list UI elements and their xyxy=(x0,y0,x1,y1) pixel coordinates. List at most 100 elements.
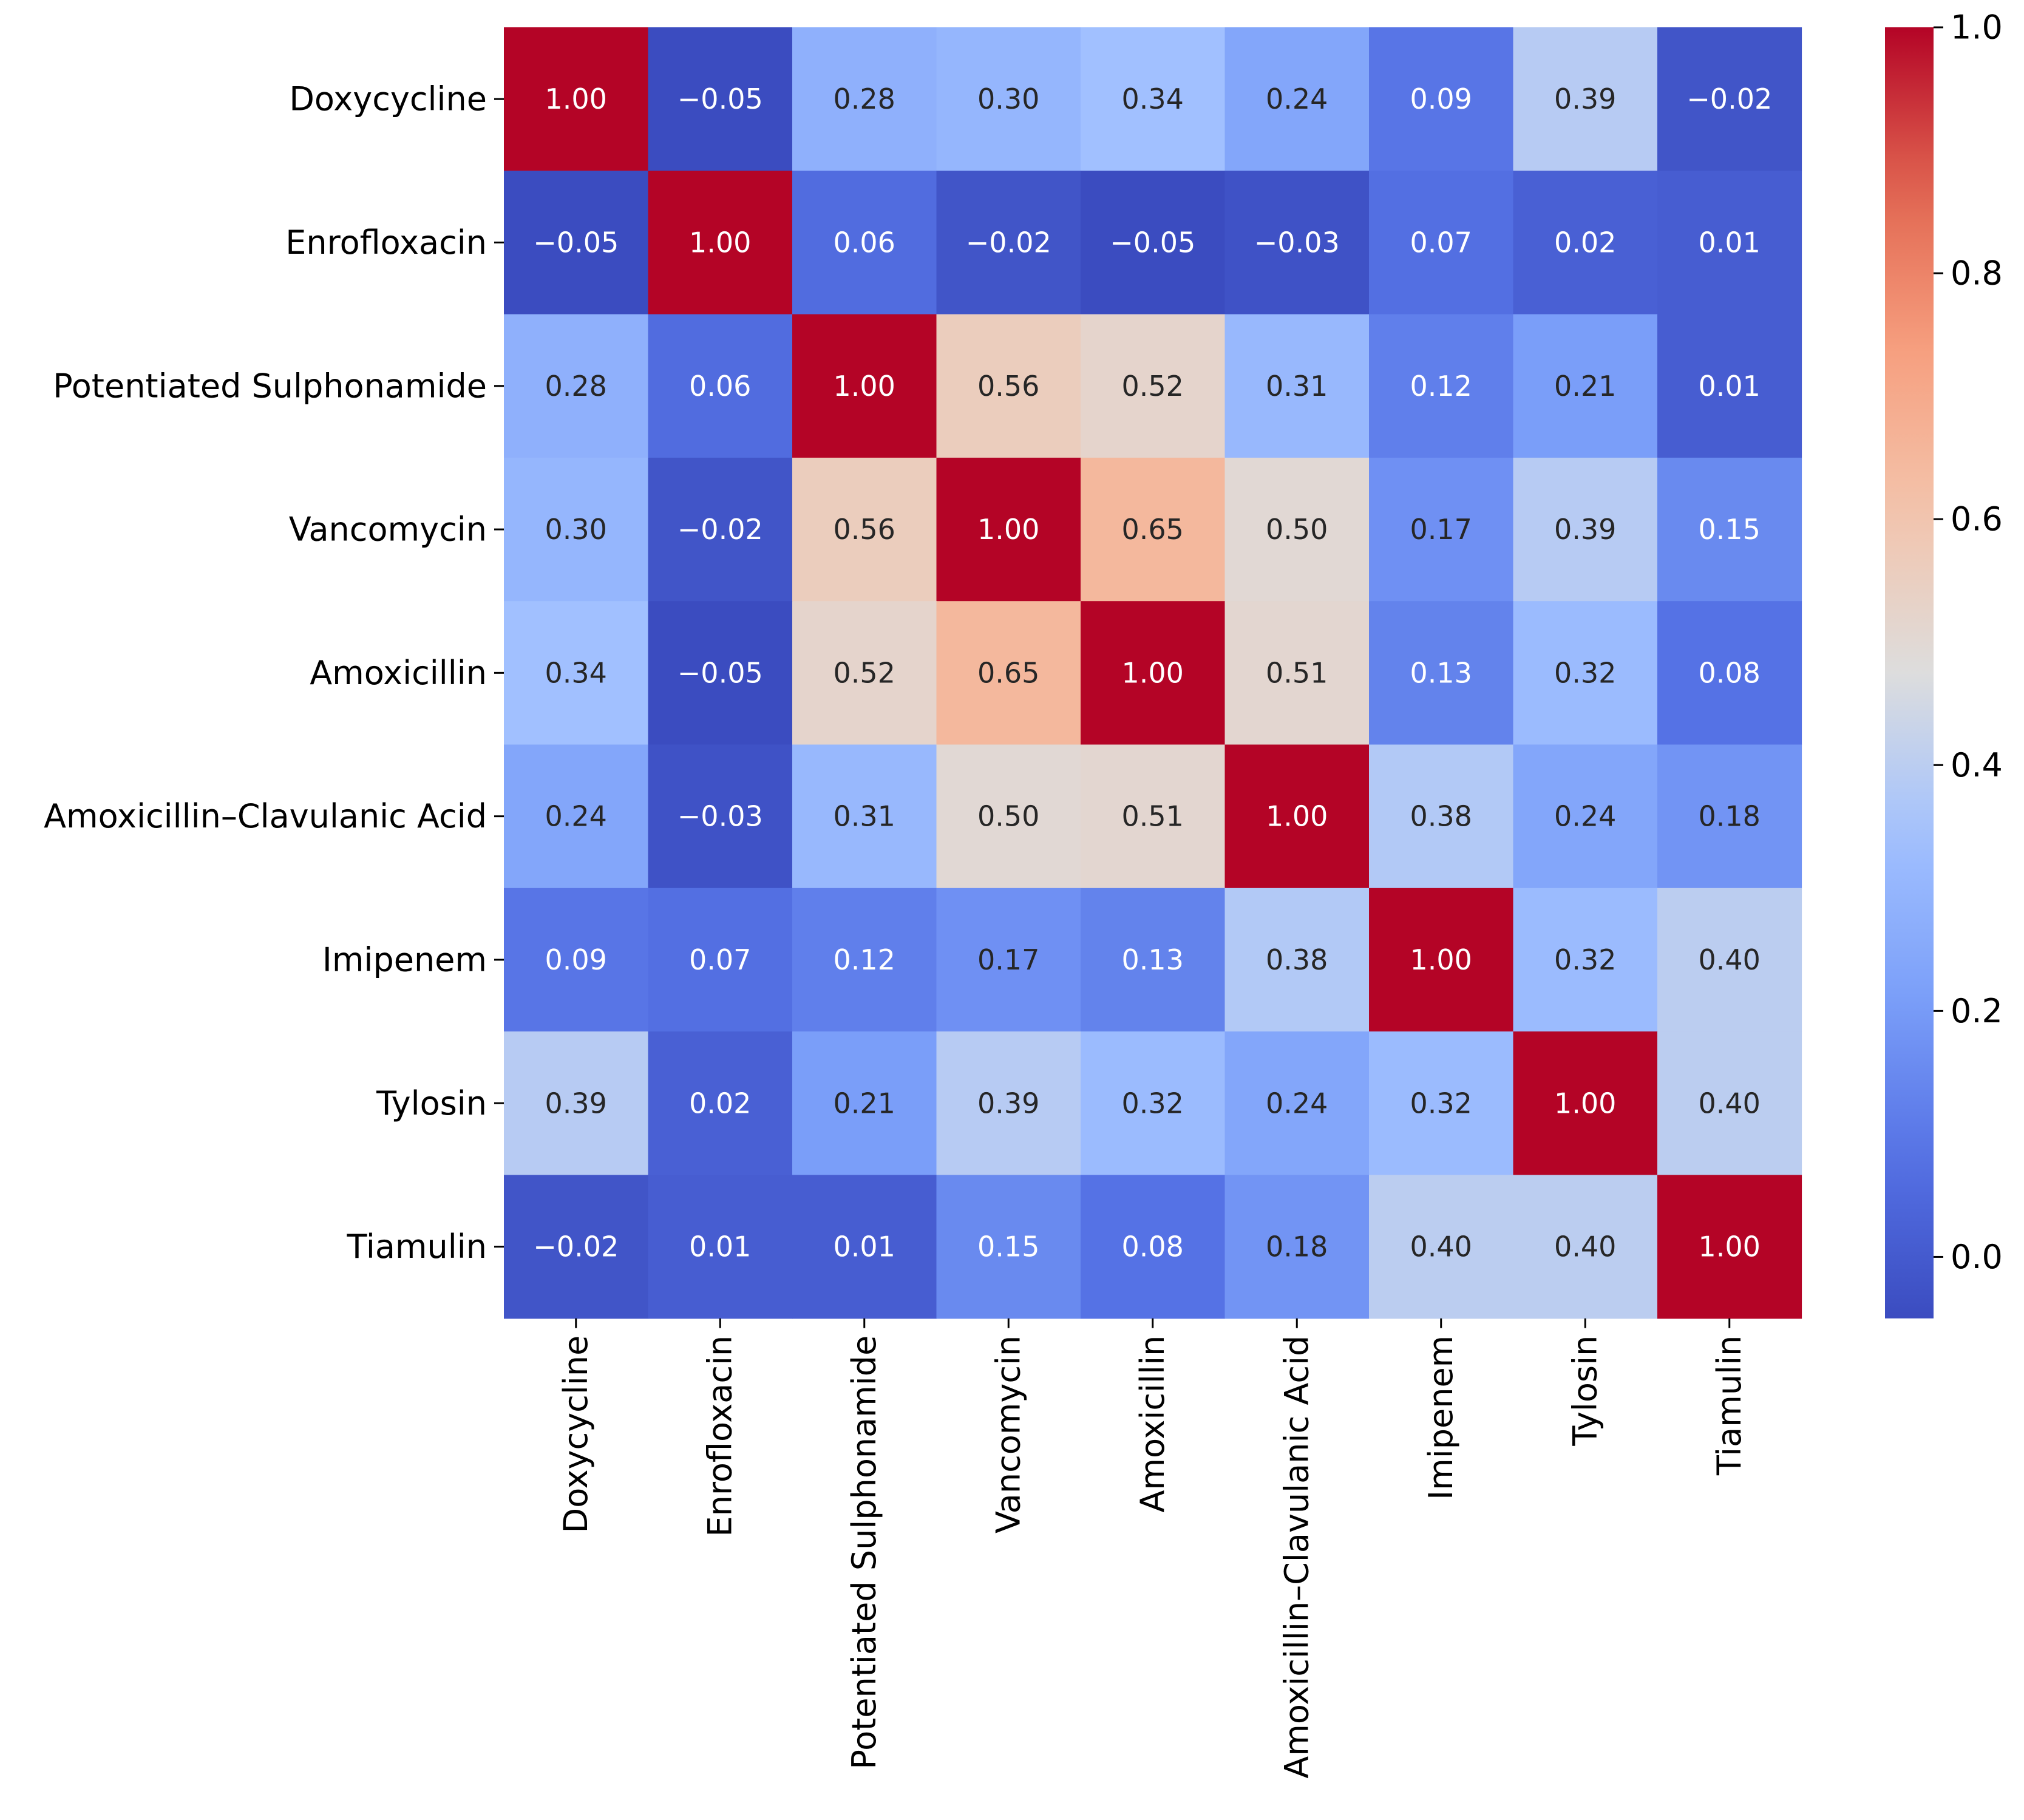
cell-value-label: 0.01 xyxy=(1699,226,1761,259)
cell-value-label: 0.06 xyxy=(689,370,751,402)
heatmap-cell xyxy=(792,1031,937,1175)
heatmap-cell xyxy=(1081,888,1226,1032)
cell-value-label: 0.52 xyxy=(1122,370,1184,402)
heatmap-cell xyxy=(936,1031,1081,1175)
colorbar-tick-label: 0.8 xyxy=(1951,254,2003,293)
heatmap-cell xyxy=(504,1031,649,1175)
cell-value-label: 0.38 xyxy=(1410,800,1472,833)
cell-value-label: 0.01 xyxy=(689,1231,751,1263)
cell-value-label: 0.07 xyxy=(1410,226,1472,259)
cell-value-label: 0.32 xyxy=(1554,943,1616,976)
heatmap-cell xyxy=(1657,1031,1802,1175)
cell-value-label: 0.32 xyxy=(1410,1087,1472,1119)
cell-value-label: 1.00 xyxy=(1554,1087,1616,1119)
cell-value-label: −0.05 xyxy=(677,656,763,689)
heatmap-cell xyxy=(792,888,937,1032)
cell-value-label: 0.01 xyxy=(1699,370,1761,402)
cell-value-label: 0.17 xyxy=(1410,513,1472,546)
heatmap-cell xyxy=(648,314,793,458)
cell-value-label: −0.02 xyxy=(966,226,1051,259)
cell-value-label: 0.09 xyxy=(545,943,607,976)
colorbar-tick-label: 0.4 xyxy=(1951,746,2003,784)
x-tick-label: Vancomycin xyxy=(990,1336,1028,1533)
heatmap-cell xyxy=(1081,601,1226,745)
cell-value-label: 0.30 xyxy=(977,83,1039,115)
y-tick-label: Enrofloxacin xyxy=(285,223,487,262)
cell-value-label: 0.52 xyxy=(834,656,895,689)
cell-value-label: 0.34 xyxy=(545,656,607,689)
cell-value-label: −0.02 xyxy=(677,513,763,546)
y-tick-label: Amoxicillin–Clavulanic Acid xyxy=(44,797,487,835)
cell-value-label: 0.13 xyxy=(1122,943,1184,976)
cell-value-label: 0.30 xyxy=(545,513,607,546)
heatmap-cell xyxy=(1657,171,1802,315)
heatmap-cell xyxy=(936,171,1081,315)
heatmap-cell xyxy=(1369,1175,1514,1319)
cell-value-label: 0.51 xyxy=(1122,800,1184,833)
cell-value-label: 0.31 xyxy=(834,800,895,833)
heatmap-cell xyxy=(936,457,1081,602)
cell-value-label: −0.03 xyxy=(677,800,763,833)
cell-value-label: 0.28 xyxy=(545,370,607,402)
cell-value-label: 0.08 xyxy=(1699,656,1761,689)
cell-value-label: 0.18 xyxy=(1699,800,1761,833)
heatmap-cell xyxy=(1657,314,1802,458)
cell-value-label: 0.50 xyxy=(977,800,1039,833)
cell-value-label: 0.50 xyxy=(1266,513,1328,546)
x-tick-label: Doxycycline xyxy=(557,1336,595,1533)
heatmap-cell xyxy=(1369,171,1514,315)
heatmap-cell xyxy=(504,601,649,745)
heatmap-cell xyxy=(1224,1175,1370,1319)
heatmap-cell xyxy=(504,171,649,315)
heatmap-cell xyxy=(792,314,937,458)
heatmap-cell xyxy=(1513,314,1658,458)
colorbar: 0.0 0.2 0.4 0.6 0.8 1.0 xyxy=(1885,8,2003,1319)
x-tick-label: Tylosin xyxy=(1566,1336,1605,1447)
cell-value-label: 1.00 xyxy=(977,513,1039,546)
colorbar-tick-label: 1.0 xyxy=(1951,8,2003,47)
cell-value-label: −0.03 xyxy=(1254,226,1340,259)
cell-value-label: 1.00 xyxy=(545,83,607,115)
cell-value-label: 0.02 xyxy=(1554,226,1616,259)
x-axis-ticks: Doxycycline Enrofloxacin Potentiated Sulph… xyxy=(557,1318,1748,1779)
cell-value-label: 0.56 xyxy=(834,513,895,546)
y-tick-label: Doxycycline xyxy=(289,80,487,118)
cell-value-label: 0.07 xyxy=(689,943,751,976)
heatmap-cell xyxy=(1224,601,1370,745)
cell-value-label: 0.01 xyxy=(834,1231,895,1263)
heatmap-cell xyxy=(1513,457,1658,602)
heatmap-cell xyxy=(1657,1175,1802,1319)
y-tick-label: Vancomycin xyxy=(289,511,487,549)
cell-value-label: 0.12 xyxy=(1410,370,1472,402)
cell-value-label: 0.15 xyxy=(977,1231,1039,1263)
heatmap-cell xyxy=(1369,744,1514,889)
heatmap-cell xyxy=(1081,171,1226,315)
colorbar-tick-label: 0.0 xyxy=(1951,1238,2003,1276)
heatmap-cell xyxy=(792,601,937,745)
cell-value-label: 0.28 xyxy=(834,83,895,115)
heatmap-cell xyxy=(648,27,793,171)
heatmap-cell xyxy=(1513,888,1658,1032)
y-tick-label: Imipenem xyxy=(322,940,487,979)
cell-value-label: 1.00 xyxy=(1699,1231,1761,1263)
heatmap-cell xyxy=(1081,1175,1226,1319)
x-tick-label: Potentiated Sulphonamide xyxy=(845,1336,883,1770)
heatmap-cell xyxy=(1513,1175,1658,1319)
heatmap-cell xyxy=(936,888,1081,1032)
cell-value-label: 0.18 xyxy=(1266,1231,1328,1263)
cell-value-label: 0.56 xyxy=(977,370,1039,402)
y-tick-label: Tylosin xyxy=(376,1084,487,1122)
heatmap-cell xyxy=(1224,27,1370,171)
x-tick-label: Tiamulin xyxy=(1710,1336,1748,1476)
cell-value-label: 0.39 xyxy=(1554,513,1616,546)
heatmap-cell xyxy=(1081,744,1226,889)
heatmap-cell xyxy=(648,888,793,1032)
x-tick-label: Enrofloxacin xyxy=(701,1336,739,1537)
heatmap-cell xyxy=(936,744,1081,889)
heatmap-cell xyxy=(1369,601,1514,745)
heatmap-cell xyxy=(792,27,937,171)
x-tick-label: Amoxicillin–Clavulanic Acid xyxy=(1278,1336,1316,1779)
heatmap-cell xyxy=(648,1175,793,1319)
cell-value-label: 0.65 xyxy=(977,656,1039,689)
